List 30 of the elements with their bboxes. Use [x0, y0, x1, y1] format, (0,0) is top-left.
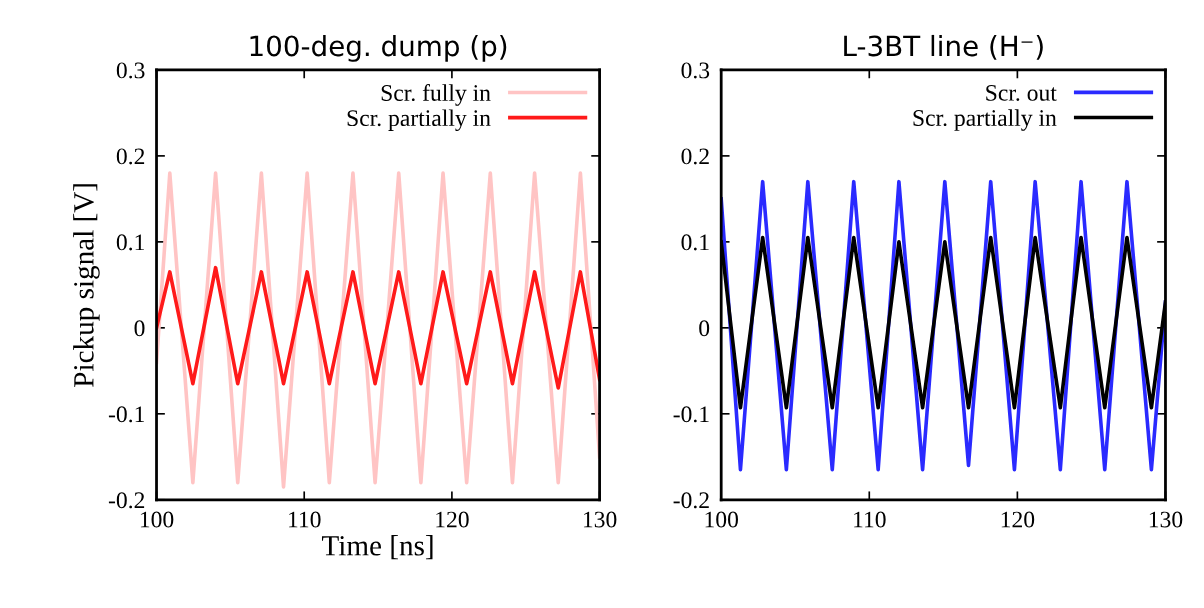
y-tick-label: -0.1 — [108, 406, 144, 423]
x-tick-label: 100 — [140, 511, 174, 528]
y-tick-label: -0.2 — [673, 492, 709, 509]
y-tick-label: -0.2 — [108, 492, 145, 509]
chart-title: 100-deg. dump (p) — [250, 34, 507, 62]
y-tick-label: -0.1 — [673, 406, 709, 423]
x-tick-label: 100 — [705, 511, 738, 528]
x-axis-title: Time [ns] — [321, 535, 433, 560]
x-tick-label: 120 — [436, 511, 469, 528]
x-tick-label: 110 — [289, 511, 321, 528]
legend-label: Scr. fully in — [381, 84, 491, 106]
x-tick-label: 130 — [1149, 511, 1183, 528]
line-series — [156, 171, 600, 489]
y-tick-label: 0.1 — [116, 234, 144, 251]
x-tick-label: 110 — [854, 511, 886, 528]
legend-label: Scr. partially in — [347, 109, 491, 131]
y-tick-label: 0.2 — [116, 148, 145, 165]
legend-label: Scr. out — [986, 84, 1057, 101]
y-tick-label: 0.1 — [681, 234, 709, 251]
y-tick-label: 0.3 — [681, 62, 710, 79]
line-series — [156, 265, 600, 390]
y-tick-label: 0 — [134, 320, 145, 337]
y-tick-label: 0 — [699, 320, 710, 337]
y-axis-title: Pickup signal [V] — [73, 184, 100, 387]
y-tick-label: 0.3 — [116, 62, 145, 79]
chart-title: L-3BT line (H⁻) — [844, 34, 1043, 60]
legend-label: Scr. partially in — [913, 109, 1057, 131]
x-tick-label: 130 — [583, 511, 617, 528]
y-tick-label: 0.2 — [681, 148, 709, 165]
x-tick-label: 120 — [1001, 511, 1035, 528]
